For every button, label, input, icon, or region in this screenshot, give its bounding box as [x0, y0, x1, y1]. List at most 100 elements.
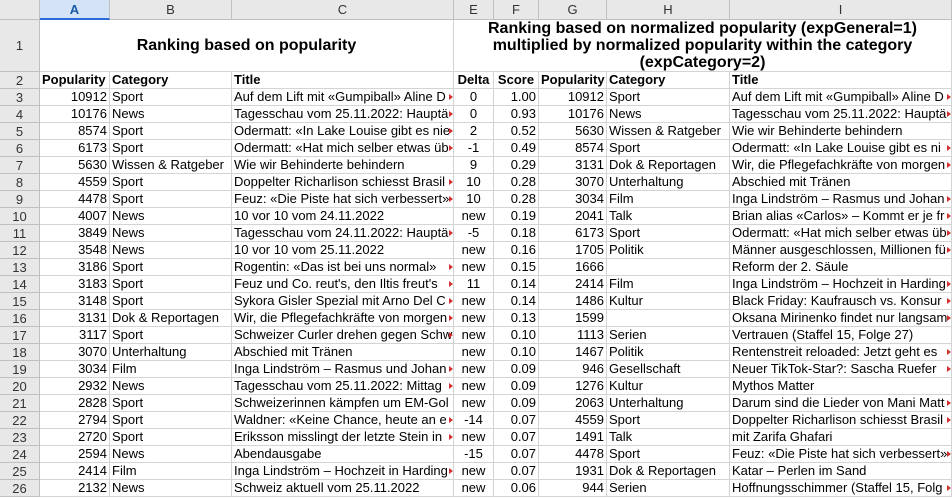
cell-e[interactable]: new: [454, 378, 494, 395]
cell-b[interactable]: News: [110, 208, 232, 225]
cell-a[interactable]: 10176: [40, 106, 110, 123]
cell-h[interactable]: Gesellschaft: [607, 361, 730, 378]
cell-c[interactable]: Tagesschau vom 25.11.2022: Mittag: [232, 378, 454, 395]
cell-g[interactable]: 10176: [539, 106, 607, 123]
cell-h[interactable]: Unterhaltung: [607, 395, 730, 412]
cell-f[interactable]: 0.29: [494, 157, 539, 174]
cell-f[interactable]: 0.10: [494, 327, 539, 344]
row-header[interactable]: 4: [0, 106, 40, 123]
cell-g[interactable]: 4559: [539, 412, 607, 429]
cell-f[interactable]: 0.52: [494, 123, 539, 140]
cell-c[interactable]: Inga Lindström – Rasmus und Johan: [232, 361, 454, 378]
cell-f[interactable]: 0.28: [494, 191, 539, 208]
cell-g[interactable]: 2414: [539, 276, 607, 293]
cell-c[interactable]: Schweiz aktuell vom 25.11.2022: [232, 480, 454, 497]
column-header-i[interactable]: I: [730, 0, 952, 20]
cell-h[interactable]: Film: [607, 191, 730, 208]
row-header[interactable]: 23: [0, 429, 40, 446]
cell-g[interactable]: 1276: [539, 378, 607, 395]
cell-c[interactable]: Sykora Gisler Spezial mit Arno Del C: [232, 293, 454, 310]
row-header-1[interactable]: 1: [0, 20, 40, 72]
cell-e[interactable]: -5: [454, 225, 494, 242]
cell-h[interactable]: Dok & Reportagen: [607, 157, 730, 174]
column-header-c[interactable]: C: [232, 0, 454, 20]
header-cell-i[interactable]: Title: [730, 72, 952, 89]
cell-f[interactable]: 0.49: [494, 140, 539, 157]
row-header[interactable]: 18: [0, 344, 40, 361]
cell-b[interactable]: Sport: [110, 174, 232, 191]
cell-h[interactable]: Sport: [607, 412, 730, 429]
cell-g[interactable]: 2063: [539, 395, 607, 412]
cell-i[interactable]: Odermatt: «Hat mich selber etwas üb: [730, 225, 952, 242]
cell-g[interactable]: 10912: [539, 89, 607, 106]
cell-a[interactable]: 3183: [40, 276, 110, 293]
cell-i[interactable]: Mythos Matter: [730, 378, 952, 395]
cell-e[interactable]: new: [454, 208, 494, 225]
cell-c[interactable]: Feuz und Co. reut's, den Iltis freut's: [232, 276, 454, 293]
cell-f[interactable]: 0.19: [494, 208, 539, 225]
cell-b[interactable]: Sport: [110, 123, 232, 140]
cell-e[interactable]: new: [454, 480, 494, 497]
cell-c[interactable]: Doppelter Richarlison schiesst Brasil: [232, 174, 454, 191]
cell-b[interactable]: Sport: [110, 395, 232, 412]
cell-i[interactable]: Neuer TikTok-Star?: Sascha Ruefer: [730, 361, 952, 378]
cell-b[interactable]: News: [110, 242, 232, 259]
cell-h[interactable]: Talk: [607, 208, 730, 225]
row-header[interactable]: 20: [0, 378, 40, 395]
cell-a[interactable]: 3849: [40, 225, 110, 242]
row-header[interactable]: 11: [0, 225, 40, 242]
cell-f[interactable]: 0.93: [494, 106, 539, 123]
header-cell-c[interactable]: Title: [232, 72, 454, 89]
row-header[interactable]: 25: [0, 463, 40, 480]
cell-c[interactable]: Wir, die Pflegefachkräfte von morgen: [232, 310, 454, 327]
cell-a[interactable]: 2828: [40, 395, 110, 412]
cell-e[interactable]: 2: [454, 123, 494, 140]
cell-h[interactable]: [607, 259, 730, 276]
cell-b[interactable]: News: [110, 378, 232, 395]
cell-g[interactable]: 4478: [539, 446, 607, 463]
cell-i[interactable]: Inga Lindström – Hochzeit in Harding: [730, 276, 952, 293]
cell-b[interactable]: Sport: [110, 89, 232, 106]
cell-e[interactable]: new: [454, 463, 494, 480]
cell-g[interactable]: 1486: [539, 293, 607, 310]
cell-c[interactable]: 10 vor 10 vom 25.11.2022: [232, 242, 454, 259]
cell-c[interactable]: Schweizerinnen kämpfen um EM-Gol: [232, 395, 454, 412]
row-header[interactable]: 17: [0, 327, 40, 344]
cell-e[interactable]: new: [454, 242, 494, 259]
cell-g[interactable]: 3034: [539, 191, 607, 208]
cell-h[interactable]: Sport: [607, 140, 730, 157]
cell-e[interactable]: -14: [454, 412, 494, 429]
cell-i[interactable]: Black Friday: Kaufrausch vs. Konsur: [730, 293, 952, 310]
cell-e[interactable]: 0: [454, 106, 494, 123]
cell-g[interactable]: 946: [539, 361, 607, 378]
column-header-f[interactable]: F: [494, 0, 539, 20]
cell-a[interactable]: 4559: [40, 174, 110, 191]
cell-f[interactable]: 0.10: [494, 344, 539, 361]
cell-f[interactable]: 1.00: [494, 89, 539, 106]
cell-b[interactable]: Sport: [110, 429, 232, 446]
cell-i[interactable]: Odermatt: «In Lake Louise gibt es ni: [730, 140, 952, 157]
cell-a[interactable]: 6173: [40, 140, 110, 157]
cell-c[interactable]: Feuz: «Die Piste hat sich verbessert»: [232, 191, 454, 208]
cell-h[interactable]: Unterhaltung: [607, 174, 730, 191]
cell-b[interactable]: News: [110, 106, 232, 123]
cell-b[interactable]: Sport: [110, 327, 232, 344]
cell-f[interactable]: 0.14: [494, 293, 539, 310]
cell-a[interactable]: 2932: [40, 378, 110, 395]
cell-a[interactable]: 3070: [40, 344, 110, 361]
cell-i[interactable]: Abschied mit Tränen: [730, 174, 952, 191]
cell-g[interactable]: 3131: [539, 157, 607, 174]
cell-h[interactable]: Dok & Reportagen: [607, 463, 730, 480]
cell-g[interactable]: 1599: [539, 310, 607, 327]
cell-e[interactable]: new: [454, 344, 494, 361]
cell-h[interactable]: Talk: [607, 429, 730, 446]
cell-e[interactable]: new: [454, 429, 494, 446]
cell-g[interactable]: 944: [539, 480, 607, 497]
cell-i[interactable]: Brian alias «Carlos» – Kommt er je fr: [730, 208, 952, 225]
cell-a[interactable]: 2414: [40, 463, 110, 480]
cell-b[interactable]: Dok & Reportagen: [110, 310, 232, 327]
cell-i[interactable]: Rentenstreit reloaded: Jetzt geht es: [730, 344, 952, 361]
cell-f[interactable]: 0.16: [494, 242, 539, 259]
column-header-h[interactable]: H: [607, 0, 730, 20]
